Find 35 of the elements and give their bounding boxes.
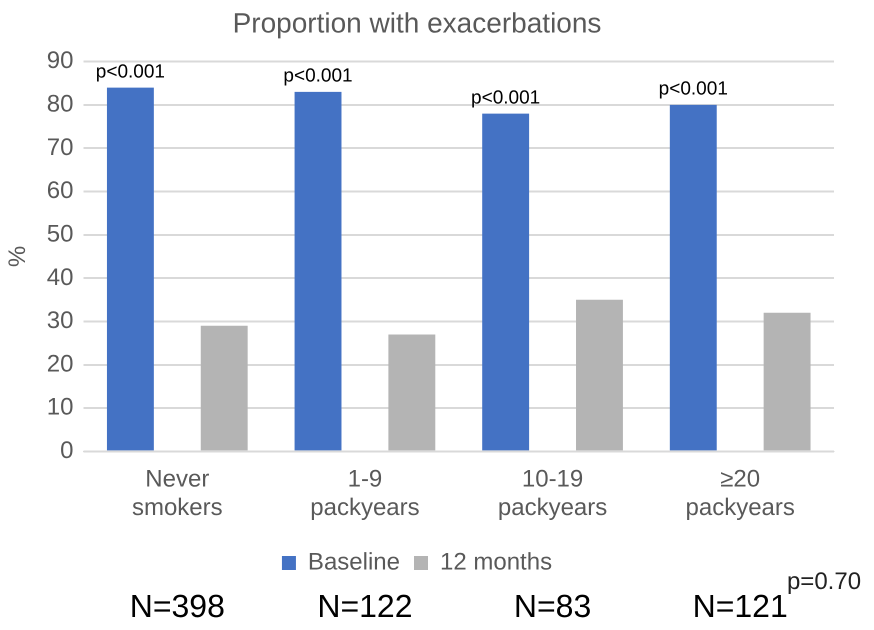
chart-title: Proportion with exacerbations (232, 8, 602, 39)
text: N=122 (317, 588, 413, 625)
bar (106, 88, 154, 450)
y-tick-label: 60 (46, 177, 74, 204)
bar (388, 334, 436, 450)
text: p=0.70 (786, 568, 862, 596)
y-tick-label: 40 (46, 264, 74, 291)
bar (576, 300, 623, 450)
y-tick-label: 10 (46, 394, 74, 421)
bar (482, 114, 530, 450)
y-tick-label: 20 (46, 350, 74, 378)
annotation: p<0.001 (471, 87, 540, 108)
bar (764, 312, 811, 450)
y-tick-label: 90 (46, 47, 74, 74)
annotation: p<0.001 (658, 78, 728, 100)
y-tick-label: 80 (46, 90, 74, 118)
text: N=121 (692, 588, 788, 625)
bar (670, 104, 717, 450)
text: N=398 (130, 588, 225, 625)
y-tick-label: 30 (46, 307, 74, 334)
y-tick-label: 0 (60, 437, 74, 464)
text: N=83 (514, 588, 592, 625)
annotation: p<0.001 (96, 61, 166, 82)
y-tick-label: 70 (46, 134, 74, 161)
annotation: p<0.001 (283, 66, 353, 87)
x-tick-label: Never smokers (132, 465, 223, 522)
legend-label: Baseline (308, 548, 400, 576)
x-tick-label: 1-9 packyears (310, 465, 420, 522)
bar (200, 326, 248, 450)
bar (294, 92, 342, 450)
x-tick-label: ≥20 packyears (685, 465, 795, 522)
x-tick-label: 10-19 packyears (498, 465, 608, 522)
y-axis-title: % (4, 246, 32, 268)
y-tick-label: 50 (46, 220, 74, 248)
legend-label: 12 months (440, 548, 552, 576)
